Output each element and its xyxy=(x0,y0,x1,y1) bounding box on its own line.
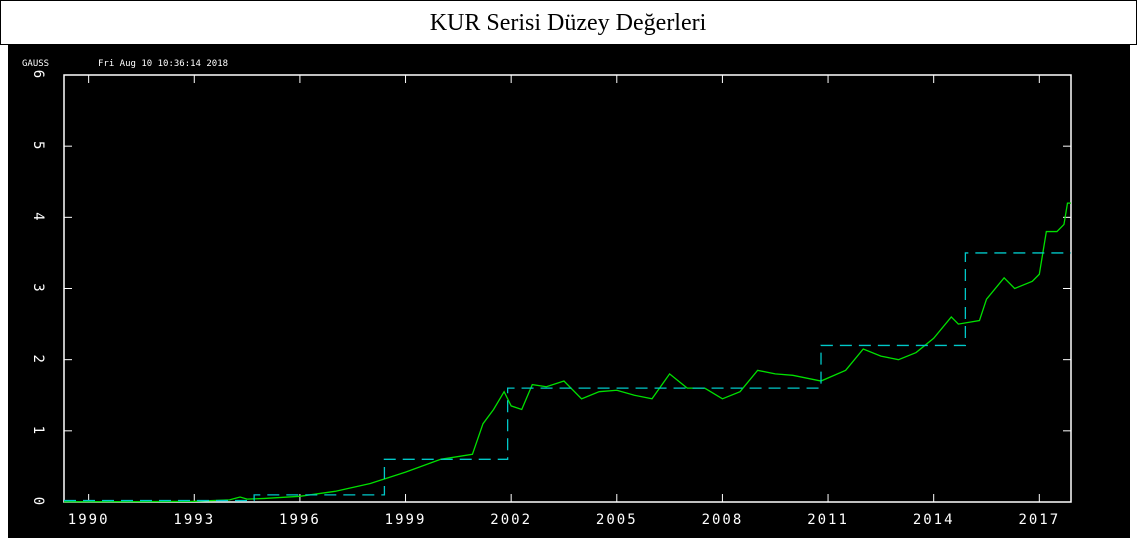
x-tick-label: 2005 xyxy=(596,512,638,528)
title-box xyxy=(0,0,1137,45)
y-tick-label: 2 xyxy=(30,354,46,364)
x-tick-label: 2014 xyxy=(913,512,955,528)
program-label: GAUSS xyxy=(22,59,49,69)
y-tick-label: 5 xyxy=(30,141,46,151)
x-tick-label: 1990 xyxy=(68,512,110,528)
x-tick-label: 1996 xyxy=(279,512,321,528)
x-tick-label: 1993 xyxy=(173,512,215,528)
y-tick-label: 4 xyxy=(30,212,46,222)
y-tick-label: 3 xyxy=(30,283,46,293)
series-line xyxy=(63,202,1071,503)
y-tick-label: 0 xyxy=(30,497,46,507)
plot-background xyxy=(8,45,1130,538)
y-tick-label: 6 xyxy=(30,70,46,80)
x-tick-label: 2008 xyxy=(702,512,744,528)
x-tick-label: 2011 xyxy=(807,512,849,528)
x-tick-label: 2002 xyxy=(490,512,532,528)
y-tick-label: 1 xyxy=(30,426,46,436)
x-tick-label: 2017 xyxy=(1018,512,1060,528)
timestamp: Fri Aug 10 10:36:14 2018 xyxy=(98,59,228,69)
chart-title: KUR Serisi Düzey Değerleri xyxy=(430,10,707,36)
series-line xyxy=(64,252,1071,502)
x-tick-label: 1999 xyxy=(385,512,427,528)
